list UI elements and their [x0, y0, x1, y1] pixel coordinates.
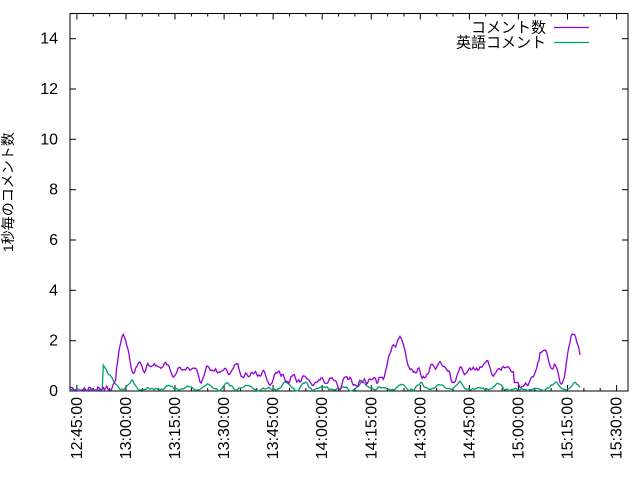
svg-text:15:30:00: 15:30:00 — [609, 397, 626, 459]
svg-text:15:15:00: 15:15:00 — [560, 397, 577, 459]
svg-text:6: 6 — [49, 232, 58, 249]
svg-text:4: 4 — [49, 282, 58, 299]
svg-text:英語コメント: 英語コメント — [456, 34, 546, 52]
svg-text:10: 10 — [40, 131, 58, 148]
svg-text:14:30:00: 14:30:00 — [412, 397, 429, 459]
svg-text:1秒毎のコメント数: 1秒毎のコメント数 — [0, 132, 16, 252]
svg-text:14:15:00: 14:15:00 — [363, 397, 380, 459]
svg-text:13:00:00: 13:00:00 — [118, 397, 135, 459]
svg-text:12: 12 — [40, 81, 58, 98]
svg-text:13:15:00: 13:15:00 — [167, 397, 184, 459]
svg-text:14: 14 — [40, 31, 58, 48]
svg-text:0: 0 — [49, 383, 58, 400]
svg-text:14:45:00: 14:45:00 — [461, 397, 478, 459]
svg-text:13:45:00: 13:45:00 — [265, 397, 282, 459]
svg-text:8: 8 — [49, 182, 58, 199]
svg-text:15:00:00: 15:00:00 — [510, 397, 527, 459]
svg-text:14:00:00: 14:00:00 — [314, 397, 331, 459]
svg-text:13:30:00: 13:30:00 — [216, 397, 233, 459]
svg-text:2: 2 — [49, 333, 58, 350]
svg-text:12:45:00: 12:45:00 — [69, 397, 86, 459]
